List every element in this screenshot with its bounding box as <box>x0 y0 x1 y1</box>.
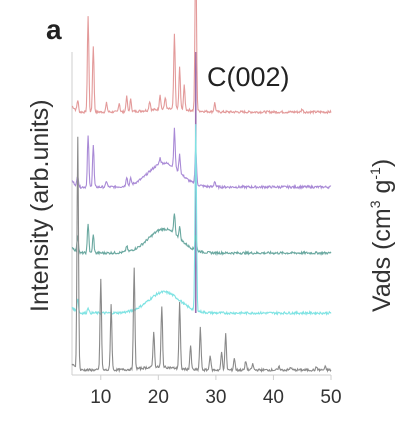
secondary-y-title-sup1: 3 <box>367 200 383 208</box>
panel-label: a <box>46 14 62 45</box>
xrd-traces <box>71 0 332 373</box>
xrd-series-line-2 <box>71 127 332 191</box>
plot-frame <box>71 52 331 376</box>
xrd-series-line-1 <box>71 0 332 115</box>
x-ticks: 10 20 30 40 50 <box>90 375 342 408</box>
secondary-y-title-main: Vads (cm <box>368 208 396 312</box>
secondary-y-axis-title: Vads (cm3 g-1) <box>367 159 396 312</box>
xrd-series-line-5 <box>71 136 332 373</box>
x-tick-label-10: 10 <box>90 387 111 408</box>
xrd-series-line-4 <box>71 124 332 316</box>
x-tick-label-20: 20 <box>148 387 169 408</box>
secondary-y-title-mid: g <box>368 180 396 201</box>
xrd-series-line-3 <box>71 213 332 257</box>
x-tick-label-50: 50 <box>320 387 341 408</box>
secondary-y-title-sup2: -1 <box>367 167 383 180</box>
x-tick-label-30: 30 <box>205 387 226 408</box>
c002-annotation: C(002) <box>207 62 290 92</box>
x-tick-label-40: 40 <box>263 387 284 408</box>
secondary-y-title-end: ) <box>368 159 396 167</box>
y-axis-title: Intensity (arb.units) <box>26 99 54 312</box>
